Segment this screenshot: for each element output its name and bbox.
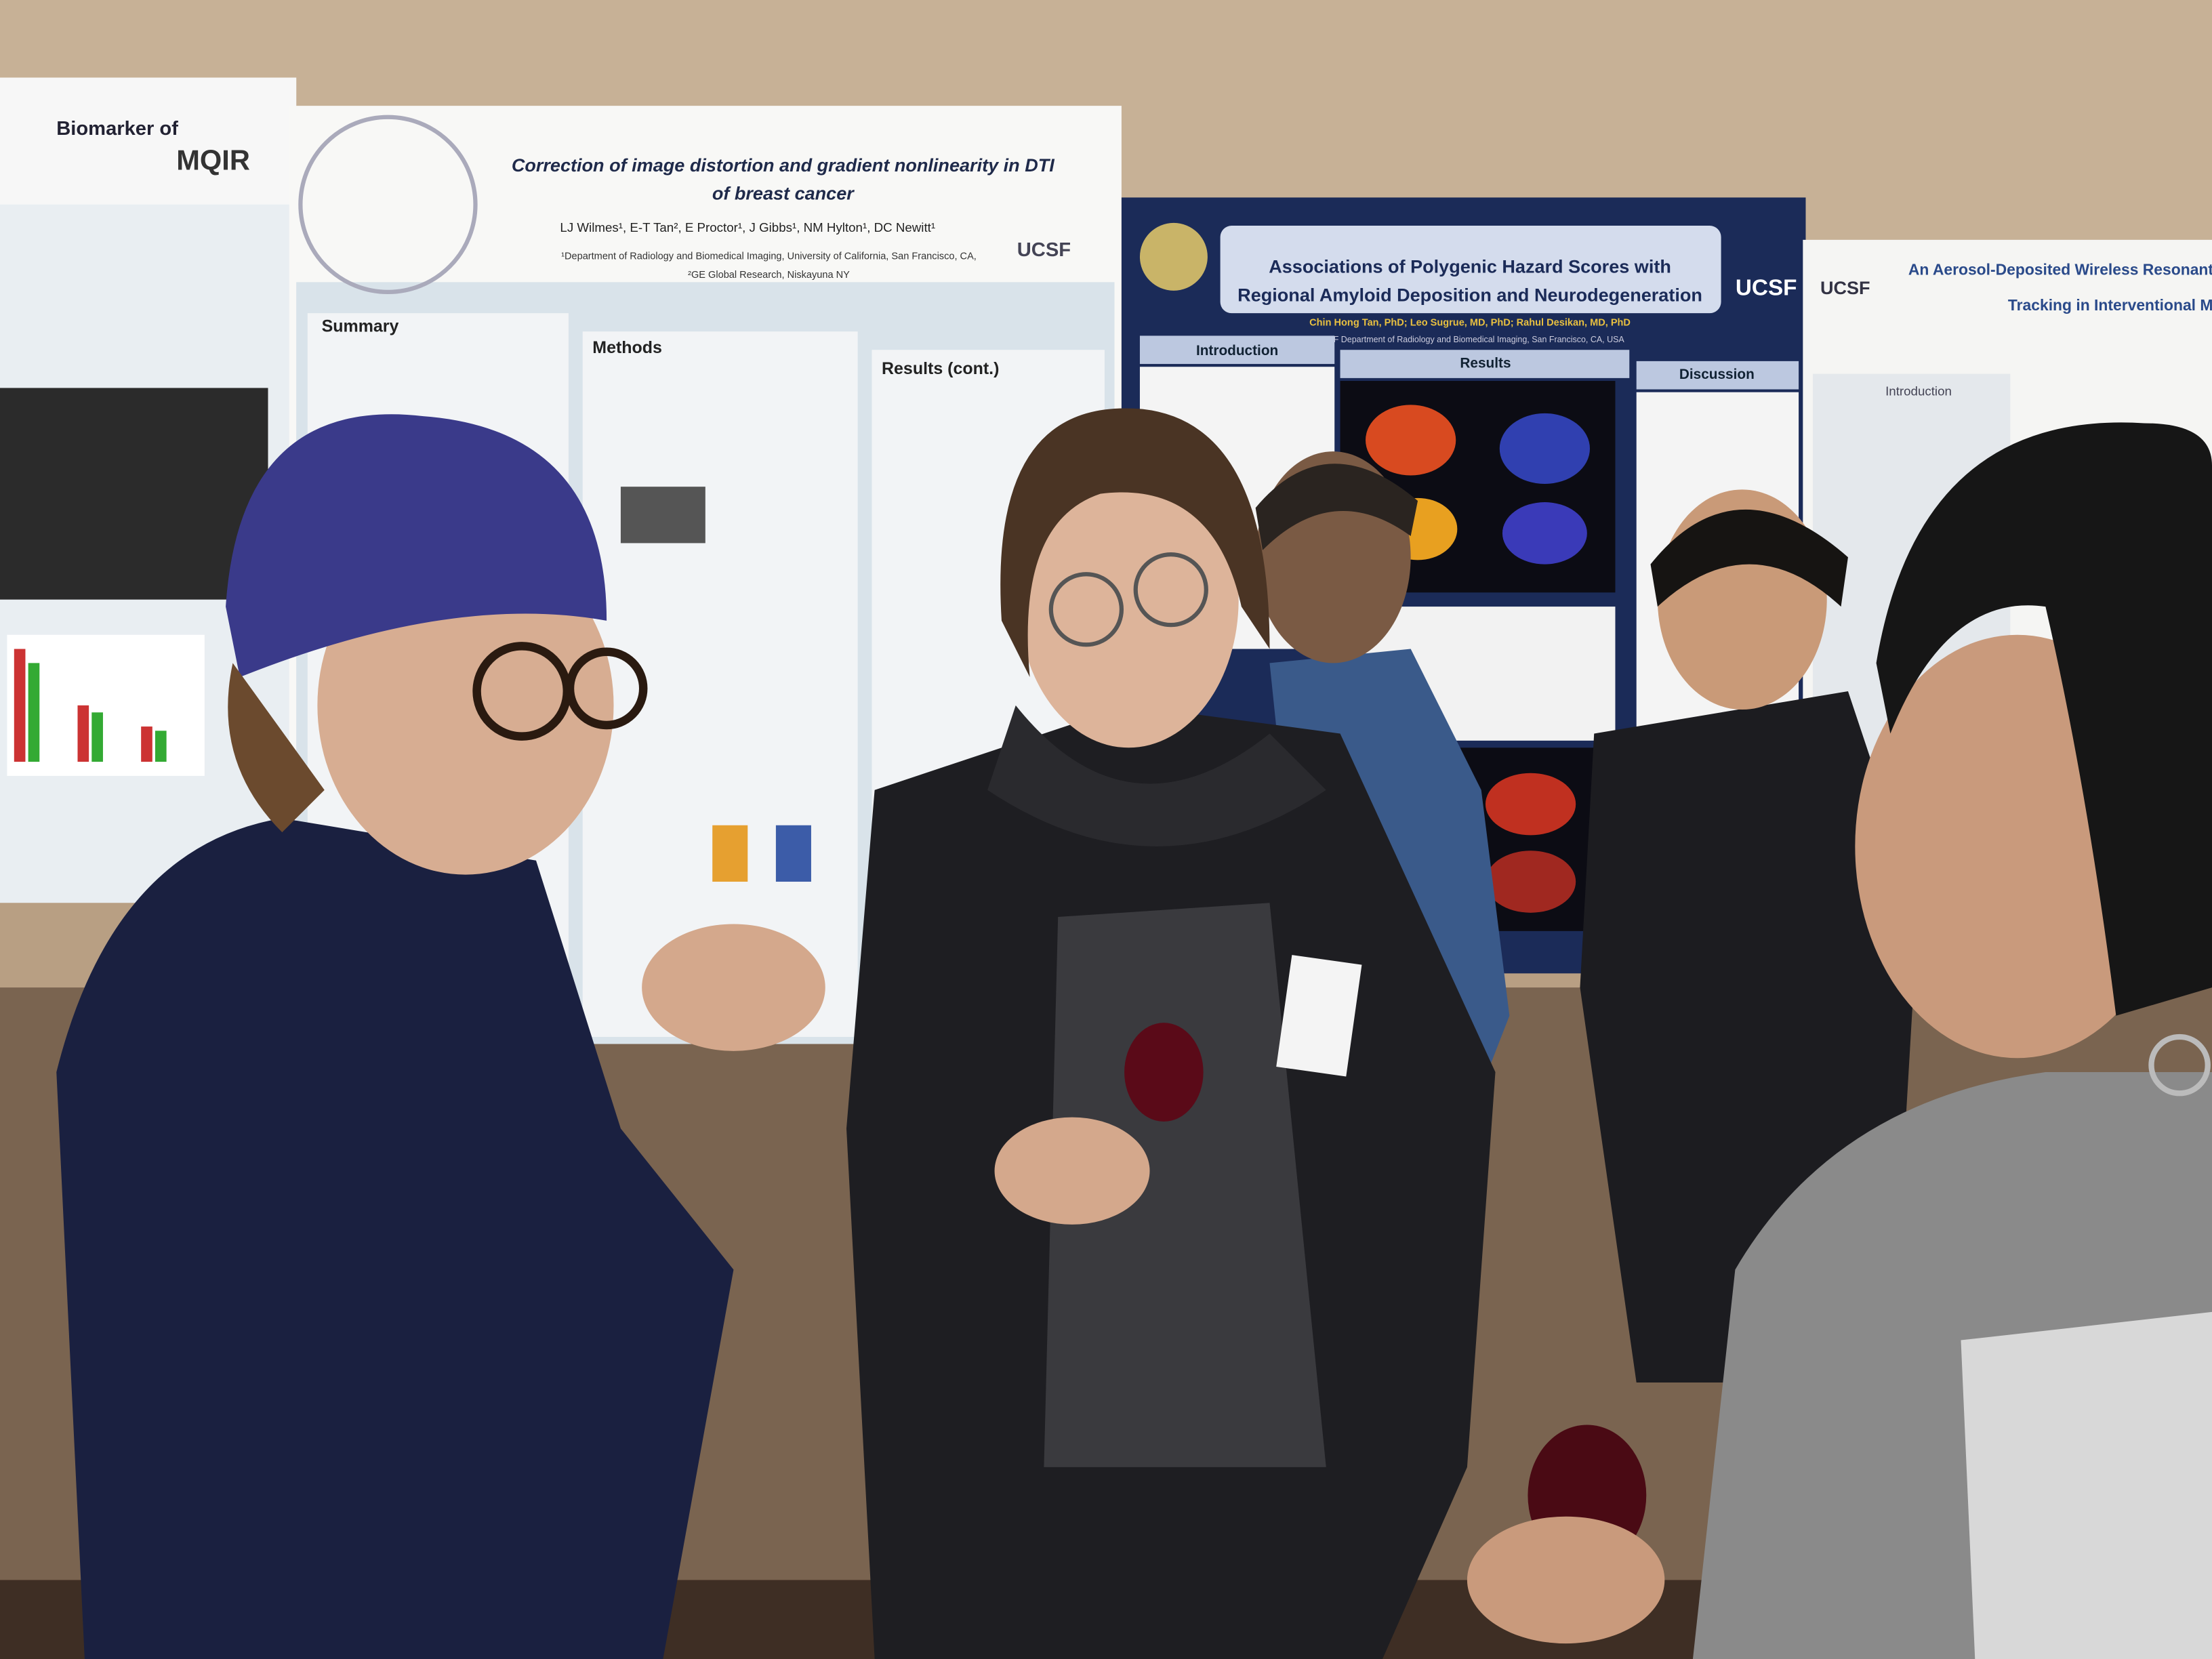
logo: UCSF [1017, 239, 1071, 261]
section-heading: Methods [592, 338, 662, 357]
affiliation: ¹Department of Radiology and Biomedical … [561, 251, 977, 262]
section-heading: Introduction [1196, 343, 1278, 359]
people [56, 408, 2212, 1659]
poster-title: Correction of image distortion and gradi… [512, 155, 1054, 176]
section-heading: Results (cont.) [882, 359, 999, 378]
logo: MQIR [176, 144, 250, 176]
poster-title: Regional Amyloid Deposition and Neurodeg… [1237, 285, 1702, 305]
poster-title: An Aerosol-Deposited Wireless Resonant M… [1908, 261, 2212, 279]
poster-title: of breast cancer [712, 183, 855, 203]
section-heading: Summary [322, 317, 399, 336]
section-heading: Discussion [1679, 367, 1755, 382]
poster-title: Biomarker of [56, 118, 178, 140]
logo: UCSF [1820, 278, 1870, 298]
poster-title: Tracking in Interventional MR [2008, 296, 2212, 314]
section-heading: Results [1460, 356, 1511, 371]
poster-title: Associations of Polygenic Hazard Scores … [1269, 257, 1671, 277]
affiliation: ²GE Global Research, Niskayuna NY [688, 270, 850, 281]
authors: Chin Hong Tan, PhD; Leo Sugrue, MD, PhD;… [1309, 318, 1631, 329]
authors: LJ Wilmes¹, E-T Tan², E Proctor¹, J Gibb… [560, 220, 935, 234]
logo: UCSF [1736, 276, 1797, 301]
section-heading: Introduction [1885, 384, 1952, 398]
affiliation: UCSF Department of Radiology and Biomedi… [1315, 335, 1624, 344]
